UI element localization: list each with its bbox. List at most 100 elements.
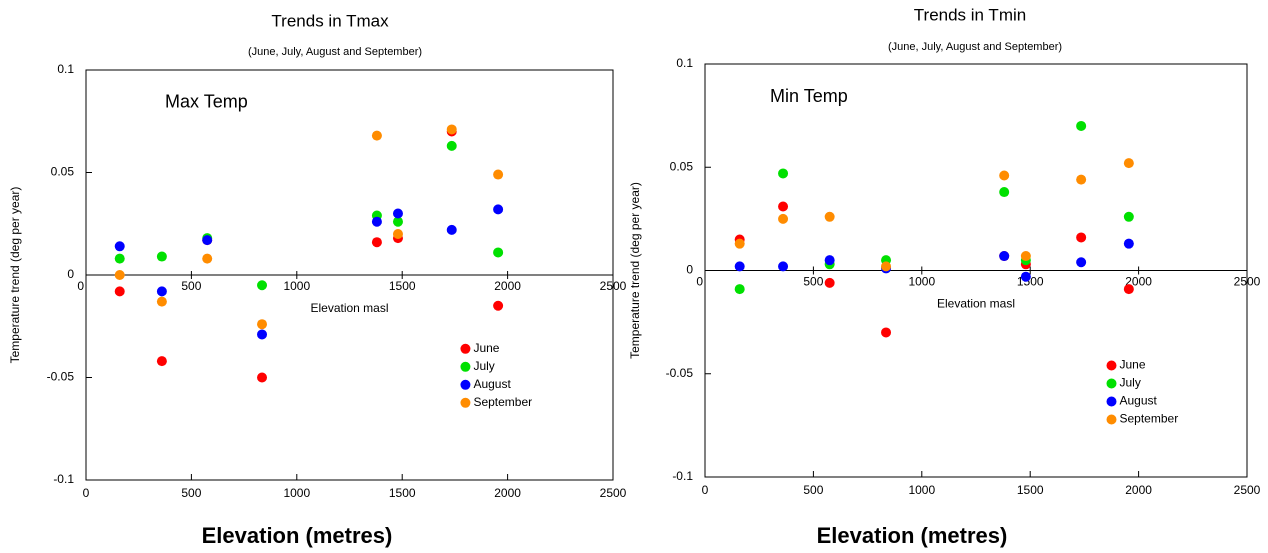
data-point — [156, 286, 167, 297]
data-point — [446, 140, 457, 151]
x-axis-tick-label: 2000 — [494, 279, 521, 293]
legend-marker — [1106, 396, 1117, 407]
chart-panel: Trends in Tmax (June, July, August and Se… — [8, 11, 626, 547]
data-point — [156, 296, 167, 307]
data-point — [824, 255, 835, 266]
data-point — [881, 261, 892, 272]
x-tick-label: 500 — [803, 483, 823, 497]
data-point — [392, 229, 403, 239]
y-tick-label: 0 — [67, 267, 74, 281]
chart-subtitle: (June, July, August and September) — [248, 46, 422, 58]
data-point — [1123, 284, 1134, 295]
data-point — [1123, 158, 1134, 169]
y-tick-label: -0.05 — [47, 370, 75, 384]
data-point — [734, 238, 745, 249]
x-axis-tick-label: 500 — [181, 279, 201, 293]
x-axis-tick-label: 2500 — [600, 279, 627, 293]
data-point — [202, 235, 213, 246]
data-point — [202, 253, 213, 264]
x-tick-label: 2500 — [1234, 483, 1261, 497]
y-tick-label: -0.1 — [672, 469, 693, 483]
data-point — [1123, 211, 1134, 222]
data-point — [824, 277, 835, 288]
chart-title: Trends in Tmin — [914, 5, 1026, 24]
footer-label: Elevation (metres) — [817, 523, 1008, 548]
data-point — [371, 237, 382, 248]
data-point — [493, 204, 504, 215]
legend-marker — [460, 361, 471, 372]
y-tick-label: 0.05 — [670, 159, 694, 173]
legend-label: July — [473, 359, 494, 373]
data-point — [1076, 232, 1087, 243]
data-point — [257, 329, 268, 340]
data-point — [114, 241, 125, 252]
legend-marker — [1106, 414, 1117, 425]
data-point — [371, 216, 382, 227]
x-axis-tick-label: 2000 — [1125, 275, 1152, 289]
data-point — [778, 201, 789, 212]
y-tick-label: -0.05 — [666, 366, 694, 380]
data-point — [1076, 120, 1087, 131]
data-point — [257, 372, 268, 383]
x-tick-label: 1500 — [389, 486, 416, 500]
data-point — [1076, 257, 1087, 268]
legend-label: September — [473, 395, 532, 409]
legend-label: July — [1120, 376, 1141, 390]
x-tick-label: 1000 — [283, 486, 310, 500]
footer-label: Elevation (metres) — [202, 523, 393, 548]
chart-title: Trends in Tmax — [271, 11, 389, 30]
data-point — [881, 327, 892, 338]
legend-label: August — [473, 377, 511, 391]
y-tick-label: -0.1 — [53, 472, 74, 486]
data-point — [156, 251, 167, 262]
data-point — [778, 261, 789, 272]
data-point — [1076, 174, 1087, 185]
x-tick-label: 0 — [83, 486, 90, 500]
legend-marker — [460, 343, 471, 354]
data-point — [257, 319, 268, 330]
legend-label: August — [1120, 394, 1158, 408]
legend-label: September — [1120, 412, 1179, 426]
x-axis-tick-label: 2500 — [1234, 275, 1261, 289]
x-axis-label: Elevation masl — [937, 297, 1015, 311]
data-point — [999, 187, 1010, 198]
data-point — [734, 261, 745, 272]
data-point — [392, 208, 403, 219]
x-axis-tick-label: 0 — [696, 275, 703, 289]
data-point — [999, 251, 1010, 262]
y-tick-label: 0.1 — [57, 62, 74, 76]
chart-subtitle: (June, July, August and September) — [888, 41, 1062, 53]
legend-marker — [460, 397, 471, 408]
data-point — [446, 124, 457, 135]
annotation: Min Temp — [770, 86, 848, 106]
annotation: Max Temp — [165, 92, 248, 112]
y-axis-label: Temperature trend (deg per year) — [8, 187, 22, 364]
data-point — [778, 213, 789, 224]
x-tick-label: 1500 — [1017, 483, 1044, 497]
y-tick-label: 0.05 — [51, 165, 75, 179]
legend-label: June — [1120, 358, 1146, 372]
x-tick-label: 500 — [181, 486, 201, 500]
y-tick-label: 0 — [686, 263, 693, 277]
x-tick-label: 2000 — [494, 486, 521, 500]
data-point — [371, 130, 382, 141]
x-tick-label: 2000 — [1125, 483, 1152, 497]
x-axis-tick-label: 500 — [803, 275, 823, 289]
data-point — [114, 270, 125, 280]
data-point — [156, 356, 167, 367]
x-axis-tick-label: 1000 — [908, 275, 935, 289]
data-point — [493, 300, 504, 311]
x-axis-tick-label: 0 — [77, 279, 84, 293]
x-tick-label: 1000 — [908, 483, 935, 497]
data-point — [114, 286, 125, 297]
chart-panel: Trends in Tmin (June, July, August and Se… — [628, 5, 1260, 547]
x-axis-label: Elevation masl — [310, 301, 388, 315]
legend-label: June — [473, 341, 499, 355]
data-point — [1123, 238, 1134, 249]
legend-marker — [1106, 360, 1117, 371]
data-point — [999, 170, 1010, 181]
y-tick-label: 0.1 — [676, 56, 693, 70]
x-axis-tick-label: 1000 — [283, 279, 310, 293]
data-point — [824, 211, 835, 222]
